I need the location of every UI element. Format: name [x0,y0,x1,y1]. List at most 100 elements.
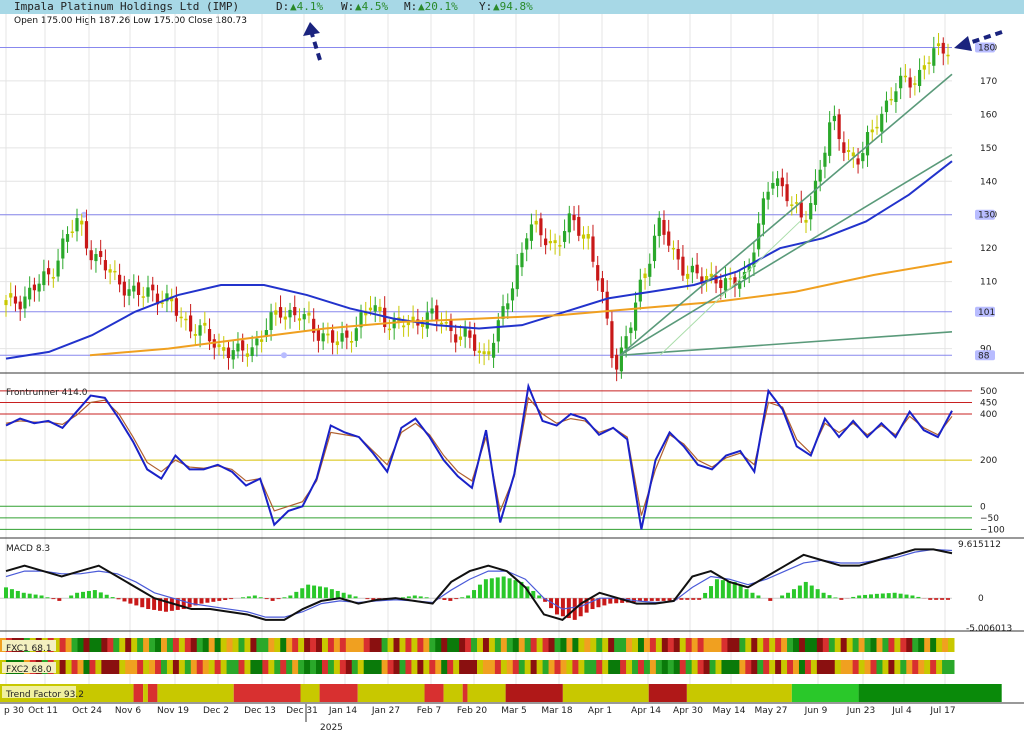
macd-histogram-bar [472,590,477,599]
candle-body [529,224,534,241]
fxc1-cell [351,638,359,652]
fxc2-cell [894,660,901,674]
fxc1-cell [53,638,61,652]
fxc1-cell [423,638,430,652]
macd-label: MACD 8.3 [6,544,50,554]
fxc2-cell [429,660,436,674]
fxc1-cell [500,638,508,652]
candle-body [799,202,803,218]
fxc1-cell [733,638,740,652]
fxc2-cell [77,660,84,674]
x-tick-label: Nov 19 [157,706,189,716]
macd-histogram-bar [513,580,518,599]
fxc1-cell [506,638,514,652]
candle-body [723,278,728,291]
candle-body [250,347,254,357]
fxc2-cell [298,660,305,674]
fxc1-cell [494,638,502,652]
fxc2-cell [83,660,90,674]
fxc1-cell [357,638,365,652]
fxc1-cell [888,638,895,652]
candle-body [865,132,870,156]
candle-body [903,75,907,78]
macd-histogram-bar [809,585,814,599]
anchor-dot [81,211,87,218]
fxc2-label-bg [2,662,56,673]
fxc2-cell [614,660,621,674]
candle-body [889,98,893,101]
macd-histogram-bar [300,588,305,599]
fxc1-cell [256,638,263,652]
candle-body [690,265,694,273]
candle-body [846,150,851,152]
macd-histogram-bar [400,597,405,599]
candle-body [704,276,709,281]
candle-body [411,316,415,321]
macd-histogram-bar [489,578,494,599]
candle-body [747,264,751,272]
candle-body [695,264,699,274]
macd-histogram-bar [821,592,826,599]
fxc2-cell [697,660,705,674]
fxc1-cell [381,638,389,652]
fxc1-cell [166,638,174,652]
fxc2-cell [876,660,883,674]
fxc1-cell [459,638,466,652]
macd-histogram-bar [531,590,536,599]
candle-body [331,330,335,343]
fxc2-cell [321,660,329,674]
macd-histogram-bar [134,598,139,606]
candle-body [510,288,515,301]
fxc2-cell [238,660,245,674]
fxc1-cell [590,638,597,652]
macd-histogram-bar [679,598,684,600]
fxc2-cell [810,660,818,674]
fxc2-cell [387,660,395,674]
macd-histogram-bar [418,596,423,599]
fxc1-cell [763,638,770,652]
fxc1-cell [268,638,275,652]
macd-histogram-bar [880,593,885,599]
macd-histogram-bar [57,598,62,601]
fxc2-cell [166,660,174,674]
macd-histogram-bar [169,598,174,611]
fxc1-cell [316,638,323,652]
macd-histogram-bar [193,598,198,606]
fxc2-cell [679,660,687,674]
macd-histogram-bar [312,585,317,599]
fxc2-cell [560,660,567,674]
fxc2-cell [393,660,400,674]
trend-segment [462,684,468,702]
fxc1-cell [172,638,180,652]
macd-signal-line [5,548,953,618]
fxc2-cell [578,660,585,674]
fxc2-cell [846,660,854,674]
macd-histogram-bar [128,598,133,604]
macd-histogram-bar [448,598,453,601]
trend-segment [443,684,463,702]
macd-histogram-bar [229,598,234,600]
candle-body [624,336,628,349]
macd-histogram-bar [365,598,370,600]
macd-histogram-bar [223,598,228,600]
macd-histogram-bar [519,581,524,599]
fxc2-cell [101,660,108,674]
candle-body [562,231,567,242]
x-tick-label: Nov 6 [115,706,141,716]
macd-histogram-bar [501,576,506,599]
fxc2-cell [936,660,943,674]
candle-body [321,333,325,342]
fxc2-cell [292,660,299,674]
fxc1-cell [518,638,526,652]
fxc2-cell [369,660,377,674]
fxc1-cell [614,638,621,652]
fxc1-cell [745,638,752,652]
fxc2-cell [626,660,633,674]
macd-bottom-tick: -5.006013 [966,624,1012,634]
fxc1-cell [417,638,424,652]
candle-body [61,238,65,259]
candle-body [662,219,666,235]
fxc2-cell [220,660,228,674]
macd-histogram-bar [240,597,245,599]
fxc1-cell [715,638,722,652]
